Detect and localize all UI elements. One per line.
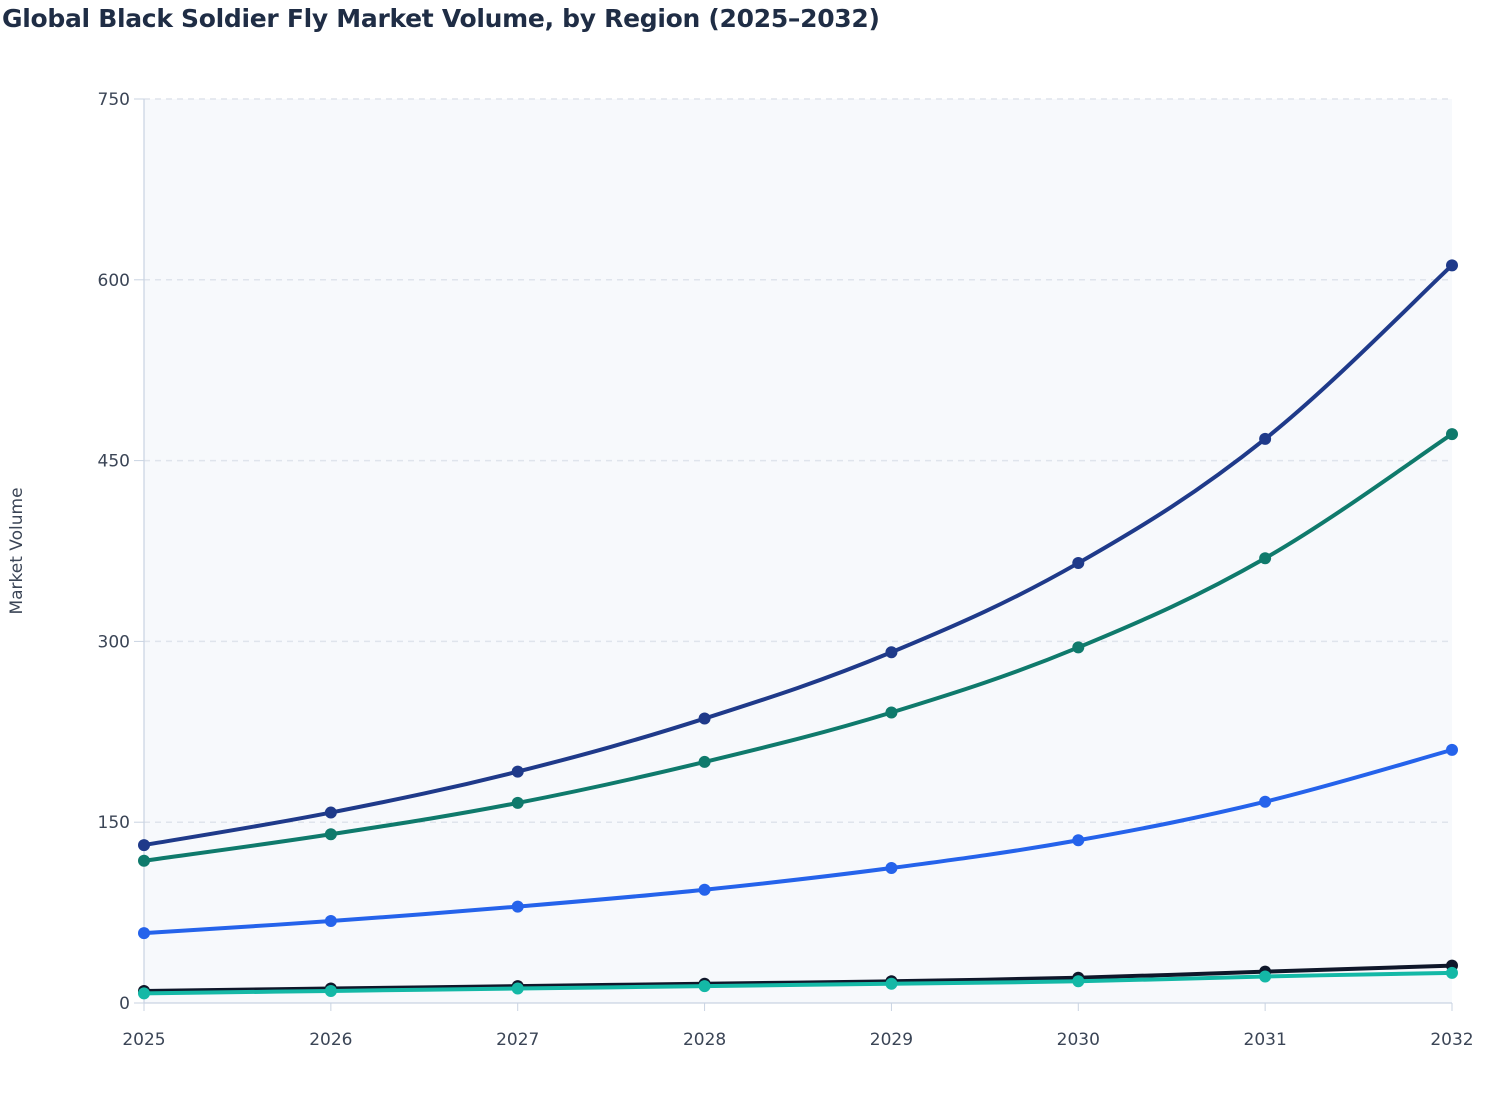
series-line (142, 970, 1454, 996)
data-point[interactable] (324, 984, 337, 997)
data-point[interactable] (885, 706, 898, 719)
series-line (142, 747, 1454, 936)
data-point[interactable] (698, 712, 711, 725)
data-point[interactable] (698, 755, 711, 768)
series-line (142, 432, 1454, 863)
gridlines (144, 98, 1452, 823)
series-5 (138, 966, 1458, 1000)
data-point[interactable] (1072, 975, 1085, 988)
data-point[interactable] (511, 982, 524, 995)
data-point[interactable] (885, 977, 898, 990)
x-tick-label: 2031 (1244, 1030, 1287, 1050)
data-point[interactable] (1259, 795, 1272, 808)
data-point[interactable] (1446, 743, 1458, 756)
data-point[interactable] (511, 796, 524, 809)
data-point[interactable] (511, 900, 524, 913)
y-tick-label: 300 (98, 632, 130, 652)
x-tick-label: 2032 (1430, 1030, 1473, 1050)
y-tick-label: 450 (98, 452, 130, 472)
data-point[interactable] (1446, 966, 1458, 979)
x-tick-label: 2029 (870, 1030, 913, 1050)
data-point[interactable] (1259, 970, 1272, 983)
x-tick-label: 2026 (309, 1030, 352, 1050)
data-point[interactable] (138, 987, 150, 1000)
data-point[interactable] (1072, 641, 1085, 654)
y-tick-label: 600 (98, 271, 130, 291)
series-3 (138, 743, 1458, 940)
data-point[interactable] (885, 646, 898, 659)
data-point[interactable] (1446, 259, 1458, 272)
series-line (142, 963, 1454, 993)
data-point[interactable] (1259, 552, 1272, 565)
series-line (142, 263, 1454, 848)
data-point[interactable] (885, 862, 898, 875)
data-point[interactable] (324, 828, 337, 841)
data-point[interactable] (1446, 428, 1458, 441)
chart-title: Global Black Soldier Fly Market Volume, … (2, 4, 880, 33)
series-2 (138, 428, 1458, 867)
series-group (138, 259, 1458, 1000)
y-axis-ticks: 0 150 300 450 600 750 (98, 90, 144, 1014)
data-point[interactable] (138, 927, 150, 940)
data-point[interactable] (1072, 557, 1085, 570)
series-1 (138, 259, 1458, 852)
data-point[interactable] (138, 839, 150, 852)
y-tick-label: 150 (98, 813, 130, 833)
data-point[interactable] (698, 980, 711, 993)
data-point[interactable] (324, 806, 337, 819)
x-tick-label: 2028 (683, 1030, 726, 1050)
x-axis-ticks: 2025 2026 2027 2028 2029 2030 2031 2032 (122, 1003, 1474, 1050)
y-tick-label: 0 (119, 994, 130, 1014)
data-point[interactable] (138, 854, 150, 867)
x-tick-label: 2025 (122, 1030, 165, 1050)
axes (143, 99, 1452, 1004)
data-point[interactable] (324, 915, 337, 928)
data-point[interactable] (1259, 432, 1272, 445)
x-tick-label: 2030 (1057, 1030, 1100, 1050)
y-tick-label: 750 (98, 90, 130, 110)
x-tick-label: 2027 (496, 1030, 539, 1050)
data-point[interactable] (698, 883, 711, 896)
y-axis-label: Market Volume (7, 487, 27, 614)
plot-area (144, 99, 1452, 1003)
data-point[interactable] (1072, 834, 1085, 847)
data-point[interactable] (511, 765, 524, 778)
